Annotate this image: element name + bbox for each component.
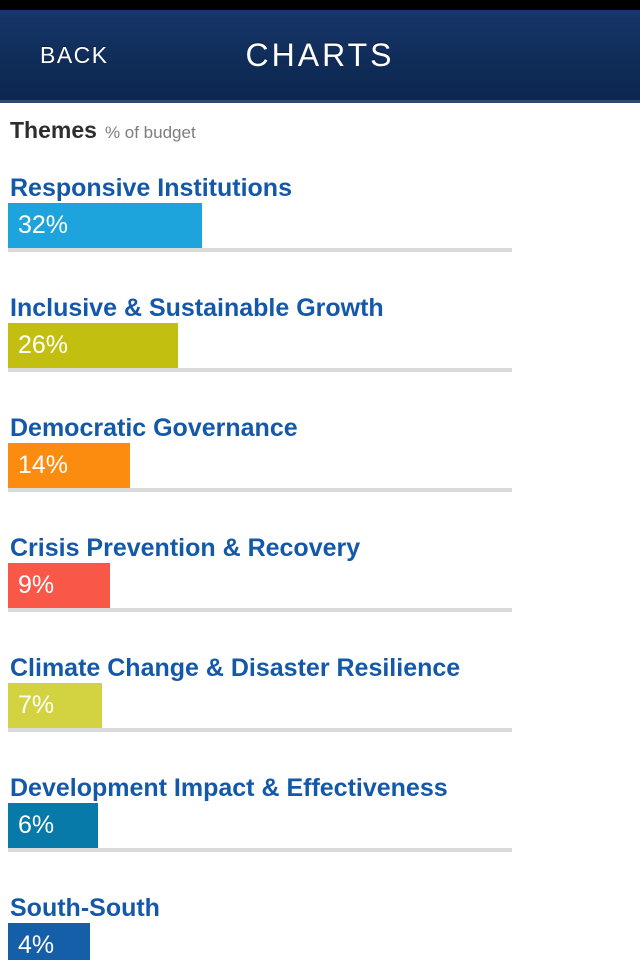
theme-label: South-South [10,894,160,922]
theme-bar: 26% [8,323,178,368]
theme-label: Development Impact & Effectiveness [10,774,448,802]
bar-track [8,848,512,852]
bar-track [8,728,512,732]
chart-row: Democratic Governance 14% [8,414,632,492]
page-title: CHARTS [245,36,395,73]
bar-track [8,608,512,612]
chart-page: Themes % of budget Responsive Institution… [0,117,640,960]
theme-value: 9% [18,571,55,599]
section-heading: Themes % of budget [10,117,630,147]
section-title: Themes [10,117,97,143]
theme-value: 14% [18,451,69,479]
theme-bar: 4% [8,923,90,960]
theme-value: 4% [18,931,55,959]
chart-row: Development Impact & Effectiveness 6% [8,774,632,852]
bar-track [8,488,512,492]
bar-track [8,248,512,252]
chart-row: Climate Change & Disaster Resilience 7% [8,654,632,732]
theme-label: Democratic Governance [10,414,298,442]
chart-row: Responsive Institutions 32% [8,174,632,252]
theme-label: Crisis Prevention & Recovery [10,534,361,562]
chart-row: Inclusive & Sustainable Growth 26% [8,294,632,372]
theme-value: 26% [18,331,69,359]
section-subtitle: % of budget [104,123,196,142]
status-bar-strip [0,0,640,10]
theme-bar: 9% [8,563,110,608]
theme-value: 32% [18,211,69,239]
theme-bar: 32% [8,203,202,248]
chart-row: Crisis Prevention & Recovery 9% [8,534,632,612]
theme-bar: 6% [8,803,98,848]
back-button[interactable]: BACK [40,10,109,100]
theme-label: Responsive Institutions [10,174,292,202]
navbar: BACK CHARTS [0,10,640,103]
bar-chart: Responsive Institutions 32% Inclusive & Su… [8,174,632,960]
theme-bar: 7% [8,683,102,728]
bar-track [8,368,512,372]
theme-bar: 14% [8,443,130,488]
theme-label: Climate Change & Disaster Resilience [10,654,461,682]
theme-value: 7% [18,691,55,719]
theme-label: Inclusive & Sustainable Growth [10,294,384,322]
chart-row: South-South 4% [8,894,632,960]
theme-value: 6% [18,811,55,839]
